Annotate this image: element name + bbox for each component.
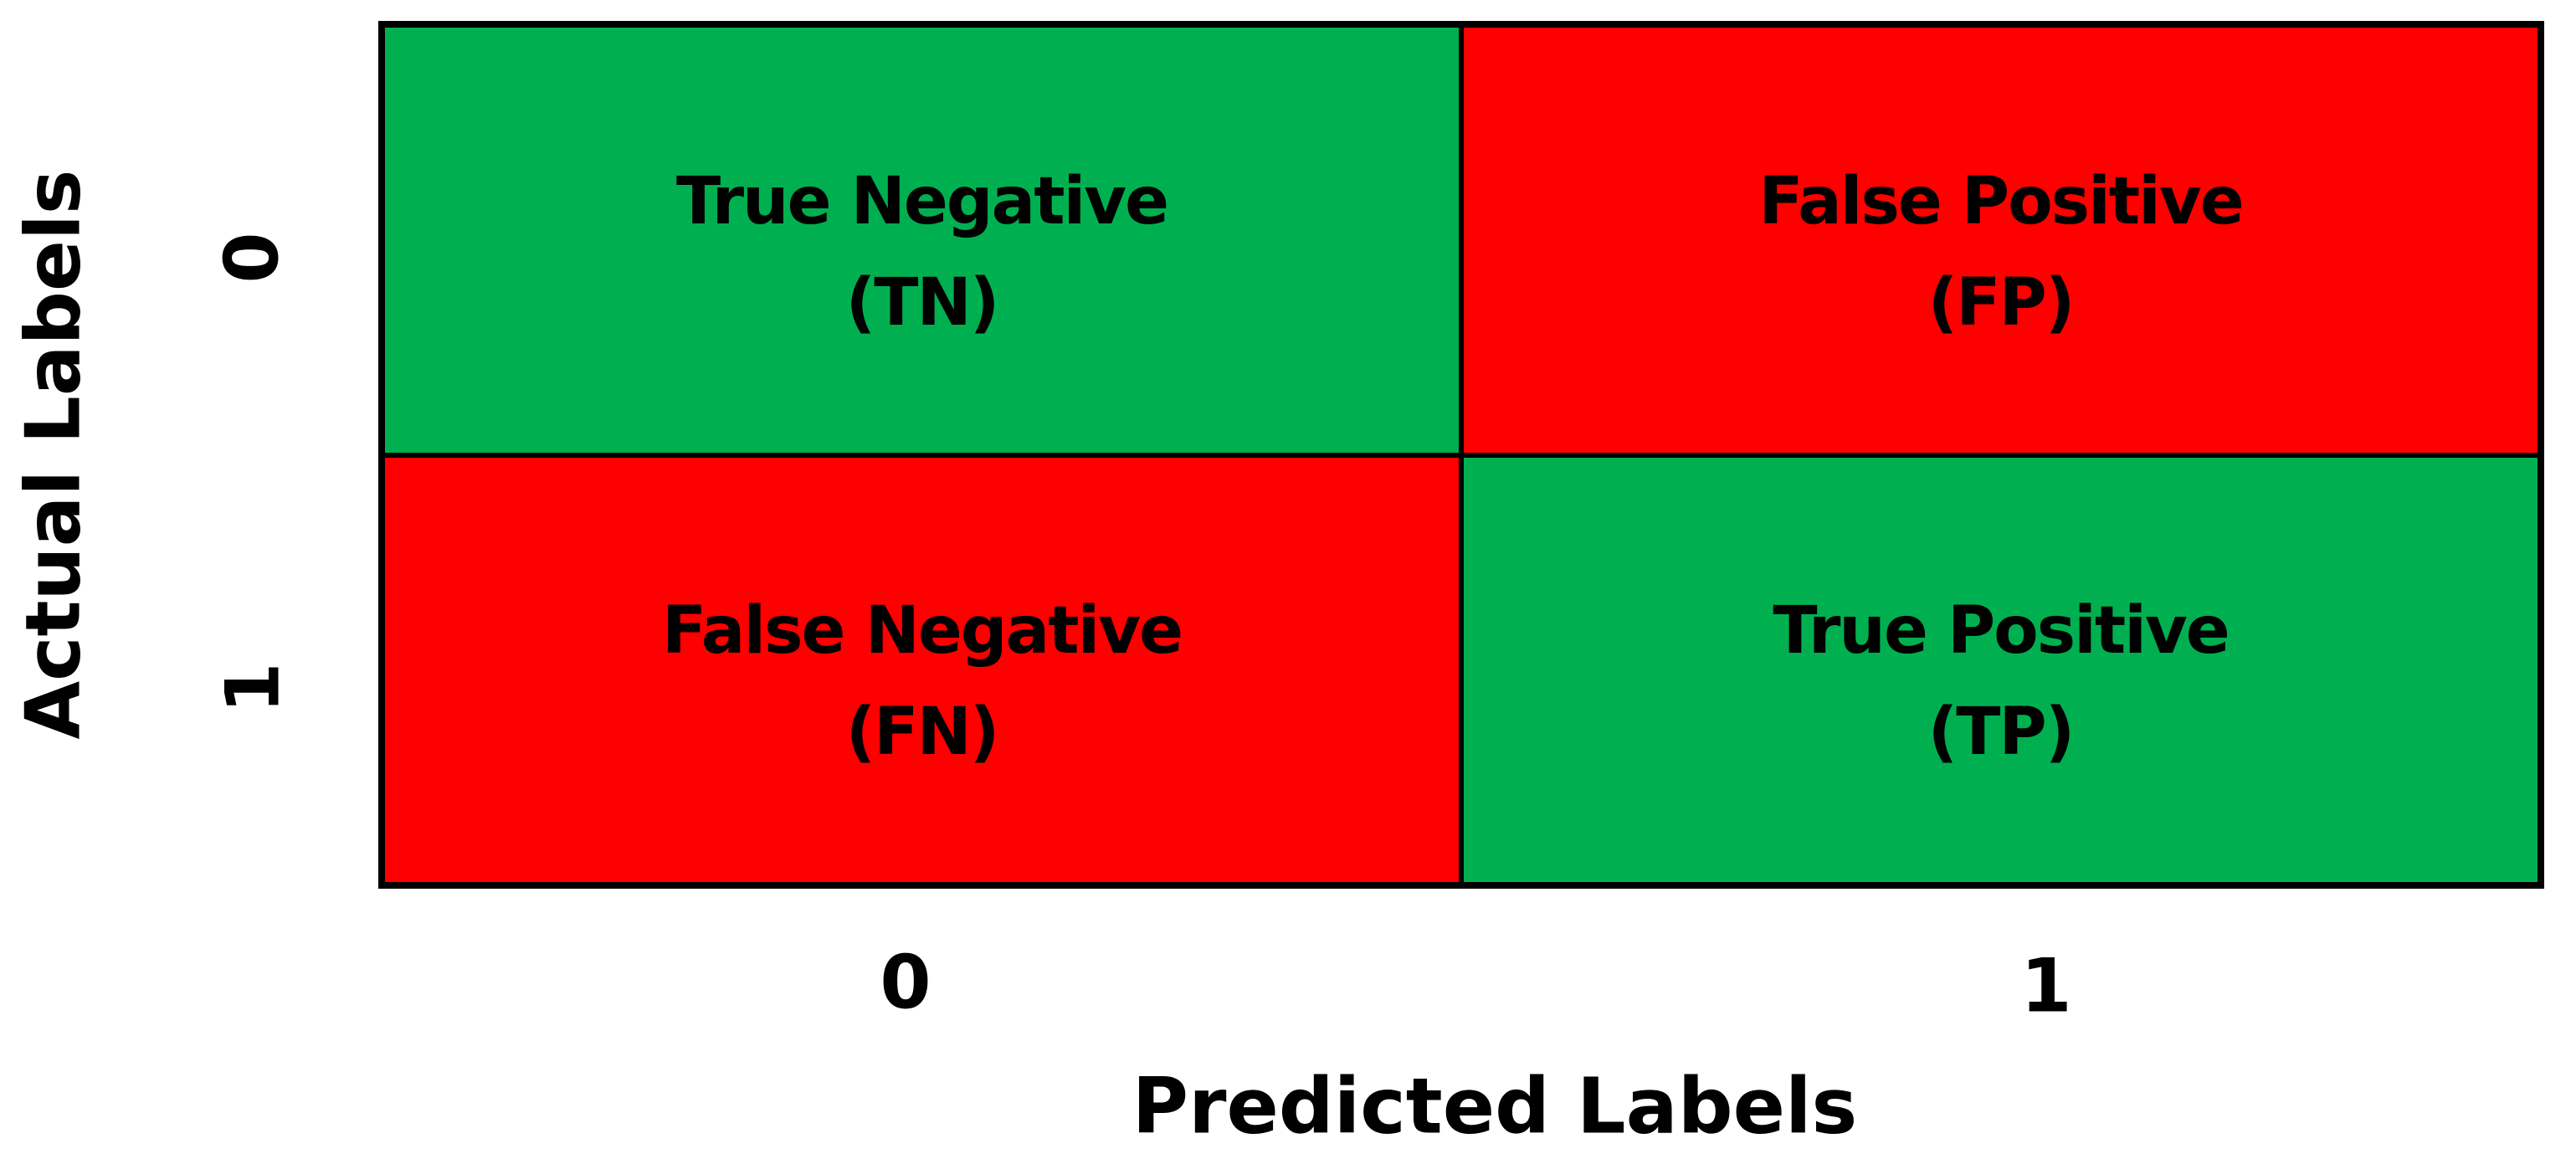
matrix-grid: True Negative (TN) False Positive (FP) F… <box>378 21 2544 889</box>
cell-label: True Positive <box>1773 593 2230 669</box>
cell-label: True Negative <box>675 163 1169 239</box>
cell-abbr: (TP) <box>1927 695 2076 771</box>
x-tick-0: 0 <box>880 939 931 1026</box>
cell-abbr: (TN) <box>845 264 1000 341</box>
x-tick-1: 1 <box>2020 942 2072 1029</box>
cell-label: False Negative <box>662 593 1183 669</box>
cell-true-negative: True Negative (TN) <box>382 25 1461 455</box>
cell-abbr: (FN) <box>845 695 1000 771</box>
cell-false-positive: False Positive (FP) <box>1461 25 2540 455</box>
y-axis-title: Actual Labels <box>9 169 98 740</box>
cell-label: False Positive <box>1758 163 2244 239</box>
cell-false-negative: False Negative (FN) <box>382 454 1461 885</box>
x-axis-title: Predicted Labels <box>1131 1061 1858 1151</box>
y-tick-0: 0 <box>208 232 295 284</box>
cell-abbr: (FP) <box>1927 264 2076 341</box>
cell-true-positive: True Positive (TP) <box>1461 454 2540 885</box>
y-tick-1: 1 <box>209 662 296 714</box>
